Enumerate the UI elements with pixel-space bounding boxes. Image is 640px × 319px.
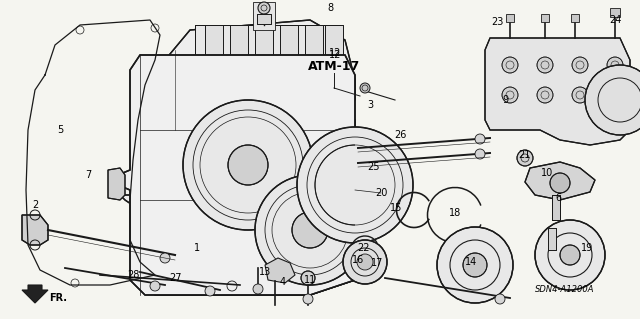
Bar xyxy=(305,25,323,55)
Circle shape xyxy=(357,254,373,270)
Circle shape xyxy=(205,286,215,296)
Circle shape xyxy=(475,149,485,159)
Circle shape xyxy=(343,240,387,284)
Text: 15: 15 xyxy=(390,203,402,213)
Circle shape xyxy=(502,57,518,73)
Text: 10: 10 xyxy=(541,168,553,178)
Text: 3: 3 xyxy=(367,100,373,110)
Text: 21: 21 xyxy=(518,150,530,160)
Bar xyxy=(230,25,248,55)
Bar xyxy=(257,14,271,24)
Text: 11: 11 xyxy=(304,275,316,285)
Circle shape xyxy=(150,281,160,291)
Text: 19: 19 xyxy=(581,243,593,253)
Polygon shape xyxy=(265,258,295,283)
Bar xyxy=(230,25,248,55)
Text: 28: 28 xyxy=(127,270,139,280)
Text: 2: 2 xyxy=(32,200,38,210)
Circle shape xyxy=(160,253,170,263)
Circle shape xyxy=(463,253,487,277)
Bar xyxy=(552,195,560,220)
Bar xyxy=(325,25,343,55)
Bar xyxy=(253,2,275,30)
Circle shape xyxy=(560,245,580,265)
Polygon shape xyxy=(195,25,340,100)
Bar xyxy=(205,25,223,55)
Bar xyxy=(552,195,560,220)
Bar xyxy=(305,25,323,55)
Polygon shape xyxy=(525,162,595,200)
Polygon shape xyxy=(22,215,48,245)
Circle shape xyxy=(303,294,313,304)
Text: ATM-17: ATM-17 xyxy=(308,60,360,72)
Text: 16: 16 xyxy=(352,255,364,265)
Text: 6: 6 xyxy=(555,193,561,203)
Bar xyxy=(280,25,298,55)
Circle shape xyxy=(258,2,270,14)
Text: 9: 9 xyxy=(502,95,508,105)
Bar xyxy=(610,8,620,17)
Text: 20: 20 xyxy=(375,188,387,198)
Circle shape xyxy=(585,65,640,135)
Circle shape xyxy=(572,57,588,73)
Text: 13: 13 xyxy=(259,267,271,277)
Polygon shape xyxy=(485,38,630,145)
Circle shape xyxy=(437,227,513,303)
Circle shape xyxy=(292,212,328,248)
Bar xyxy=(548,228,556,250)
Bar xyxy=(255,25,273,55)
Circle shape xyxy=(495,294,505,304)
Polygon shape xyxy=(120,20,355,295)
Text: 8: 8 xyxy=(327,3,333,13)
Circle shape xyxy=(607,57,623,73)
Bar xyxy=(571,14,579,22)
Text: 24: 24 xyxy=(609,15,621,25)
Text: 27: 27 xyxy=(169,273,181,283)
Text: 18: 18 xyxy=(449,208,461,218)
Bar xyxy=(255,25,273,55)
Bar xyxy=(325,25,343,55)
Text: FR.: FR. xyxy=(49,293,67,303)
Bar xyxy=(205,25,223,55)
Text: 4: 4 xyxy=(280,277,286,287)
Circle shape xyxy=(475,134,485,144)
Circle shape xyxy=(301,271,315,285)
Bar xyxy=(506,14,514,22)
Text: 5: 5 xyxy=(57,125,63,135)
Text: 26: 26 xyxy=(394,130,406,140)
Text: 17: 17 xyxy=(371,258,383,268)
Circle shape xyxy=(607,87,623,103)
Text: SDN4-A1200A: SDN4-A1200A xyxy=(535,286,595,294)
Bar xyxy=(280,25,298,55)
Circle shape xyxy=(537,87,553,103)
Text: 12: 12 xyxy=(329,48,341,58)
Text: 7: 7 xyxy=(85,170,91,180)
Text: 23: 23 xyxy=(491,17,503,27)
Circle shape xyxy=(517,150,533,166)
Bar xyxy=(541,14,549,22)
Circle shape xyxy=(572,87,588,103)
Circle shape xyxy=(550,173,570,193)
Polygon shape xyxy=(118,55,355,295)
Circle shape xyxy=(502,87,518,103)
Bar xyxy=(548,228,556,250)
Circle shape xyxy=(253,284,263,294)
Text: 12: 12 xyxy=(329,50,341,60)
Bar xyxy=(257,14,271,24)
Circle shape xyxy=(535,220,605,290)
Text: 14: 14 xyxy=(465,257,477,267)
Polygon shape xyxy=(22,285,48,303)
Circle shape xyxy=(360,83,370,93)
Circle shape xyxy=(537,57,553,73)
Circle shape xyxy=(183,100,313,230)
Text: 1: 1 xyxy=(194,243,200,253)
Text: 22: 22 xyxy=(356,243,369,253)
Circle shape xyxy=(228,145,268,185)
Polygon shape xyxy=(108,168,125,200)
Circle shape xyxy=(255,175,365,285)
Circle shape xyxy=(297,127,413,243)
Text: 25: 25 xyxy=(368,162,380,172)
